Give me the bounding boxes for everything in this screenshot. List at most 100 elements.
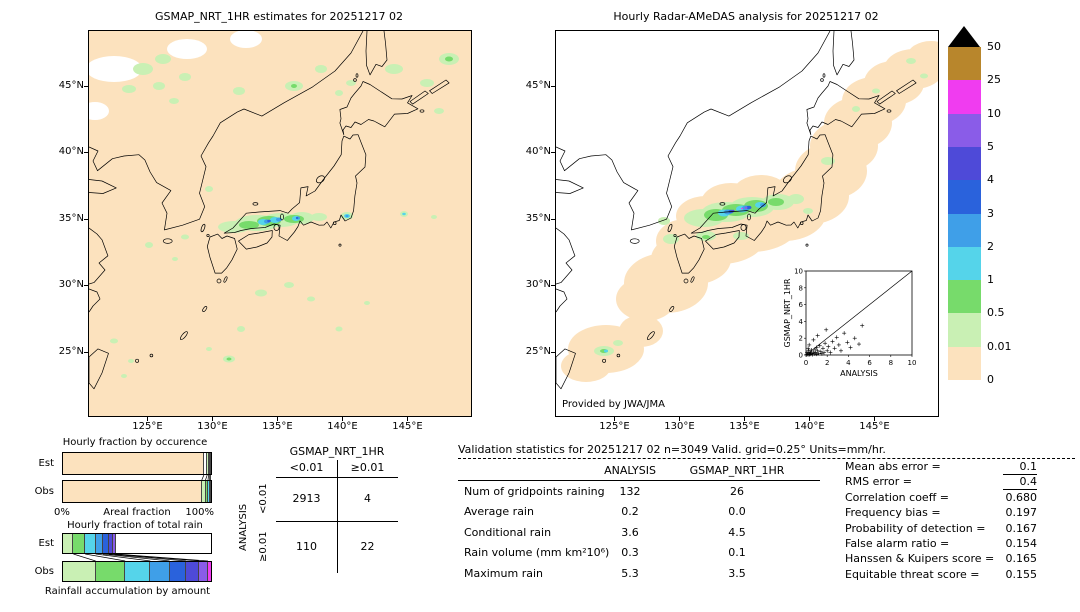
contingency-col-group-label: GSMAP_NRT_1HR (289, 445, 385, 458)
occurrence-row-label: Obs (34, 485, 54, 497)
stat-label: Rain volume (mm km²10⁶) (464, 546, 610, 560)
validation-table-row: Num of gridpoints raining 132 26 (458, 485, 828, 506)
colorbar-overflow-triangle (948, 26, 980, 47)
tick-mark (551, 351, 555, 353)
occurrence-segment (207, 453, 209, 474)
totalrain-title: Hourly fraction of total rain (67, 520, 203, 531)
totalrain-segment (113, 534, 117, 553)
tick-mark (84, 351, 88, 353)
inset-x-tick-label: 0 (804, 359, 808, 367)
occurrence-axis-right: 100% (185, 507, 214, 518)
precip-violet (744, 206, 748, 209)
totalrain-segment (150, 562, 170, 581)
stat-value-gsmap: 0.1 (728, 546, 746, 560)
occurrence-segment (209, 481, 211, 502)
stat-value-analysis: 5.3 (621, 566, 639, 580)
score-row: Hanssen & Kuipers score = 0.165 (845, 553, 1077, 568)
colorbar-band (948, 213, 981, 248)
score-row: Frequency bias = 0.197 (845, 507, 1077, 522)
occurrence-connectors (201, 475, 211, 480)
lat-tick-label: 45°N (58, 79, 84, 91)
totalrain-segment (95, 562, 126, 581)
totalrain-segment (102, 534, 109, 553)
inset-y-tick-label: 10 (794, 268, 803, 276)
score-row: Correlation coeff = 0.680 (845, 490, 1077, 507)
totalrain-segment (85, 534, 96, 553)
score-value: 0.167 (1005, 521, 1038, 535)
colorbar-band (948, 313, 981, 348)
lat-tick-label: 25°N (525, 345, 551, 357)
score-value: 0.680 (1005, 490, 1038, 504)
score-label: Frequency bias = (845, 506, 941, 520)
lat-tick-label: 30°N (525, 279, 551, 291)
map-credit: Provided by JWA/JMA (562, 399, 665, 410)
totalrain-segment (199, 562, 208, 581)
tick-mark (678, 417, 680, 421)
totalrain-caption: Rainfall accumulation by amount (44, 586, 211, 597)
inset-x-tick-label: 8 (889, 359, 893, 367)
lon-tick-label: 135°E (262, 421, 293, 432)
tick-mark (551, 152, 555, 154)
occurrence-segment (210, 453, 211, 474)
inset-y-tick-label: 0 (799, 352, 803, 360)
validation-col-header-analysis: ANALYSIS (604, 464, 656, 477)
score-row: Mean abs error = 0.1 (845, 460, 1077, 476)
colorbar-band (948, 113, 981, 148)
lon-tick-label: 145°E (859, 421, 890, 432)
contingency-row-label: <0.01 (258, 483, 269, 515)
colorbar-band (948, 47, 981, 81)
totalrain-bar-obs (62, 561, 212, 582)
colorbar-label: 2 (987, 239, 994, 253)
occurrence-segment (209, 453, 211, 474)
lon-tick-label: 125°E (599, 421, 630, 432)
totalrain-segment (73, 534, 86, 553)
totalrain-segment (108, 534, 114, 553)
inset-x-axis-label: ANALYSIS (840, 369, 878, 378)
validation-scores: Mean abs error = 0.1 RMS error = 0.4 Correla… (845, 460, 1077, 587)
colorbar-band (948, 280, 981, 314)
header-underline (458, 480, 820, 481)
stat-value-analysis: 0.2 (621, 505, 639, 519)
inset-y-axis-label: GSMAP_NRT_1HR (783, 278, 792, 347)
colorbar-label: 4 (987, 173, 994, 187)
inset-scatter-svg: 0 2 4 6 8 10 0 2 4 6 8 10 ANALYSIS GSMAP_NRT_1HR (783, 268, 916, 379)
totalrain-segment (63, 562, 96, 581)
inset-scatter: 0 2 4 6 8 10 0 2 4 6 8 10 ANALYSIS GSMAP_NRT_1HR (782, 267, 918, 385)
occurrence-title: Hourly fraction by occurence (62, 437, 208, 448)
colorbar-band (948, 146, 981, 181)
precip-magenta (741, 207, 743, 210)
totalrain-row-label: Est (38, 537, 54, 549)
score-value: 0.4 (1003, 476, 1037, 491)
colorbar-label: 0.01 (987, 339, 1012, 353)
inset-x-tick-label: 6 (867, 359, 872, 367)
totalrain-segment (125, 562, 151, 581)
score-row: RMS error = 0.4 (845, 476, 1077, 491)
stat-value-analysis: 0.3 (621, 546, 639, 560)
lat-tick-label: 40°N (525, 146, 551, 158)
score-label: Hanssen & Kuipers score = (845, 552, 995, 566)
inset-y-tick-label: 6 (799, 301, 804, 309)
tick-mark (551, 85, 555, 87)
occurrence-row-label: Est (38, 457, 54, 469)
tick-mark (146, 417, 148, 421)
colorbar-label: 0.5 (987, 306, 1005, 320)
tick-mark (276, 417, 278, 421)
occurrence-segment (208, 453, 210, 474)
validation-col-header-gsmap: GSMAP_NRT_1HR (689, 464, 785, 477)
no-data-areas (89, 31, 262, 120)
score-value: 0.155 (1005, 567, 1038, 581)
lon-tick-label: 145°E (392, 421, 423, 432)
occurrence-bar-obs (62, 480, 212, 503)
tick-mark (743, 417, 745, 421)
score-label: Mean abs error = (845, 460, 941, 473)
score-label: RMS error = (845, 475, 912, 489)
occurrence-segment (63, 453, 204, 474)
tick-mark (84, 85, 88, 87)
left-map-title: GSMAP_NRT_1HR estimates for 20251217 02 (154, 10, 404, 23)
colorbar-band (948, 180, 981, 214)
colorbar-label: 5 (987, 139, 994, 153)
stat-value-analysis: 3.6 (621, 525, 639, 539)
stat-label: Average rain (464, 505, 534, 519)
colorbar-label: 1 (987, 273, 994, 287)
score-value: 0.197 (1005, 506, 1038, 520)
